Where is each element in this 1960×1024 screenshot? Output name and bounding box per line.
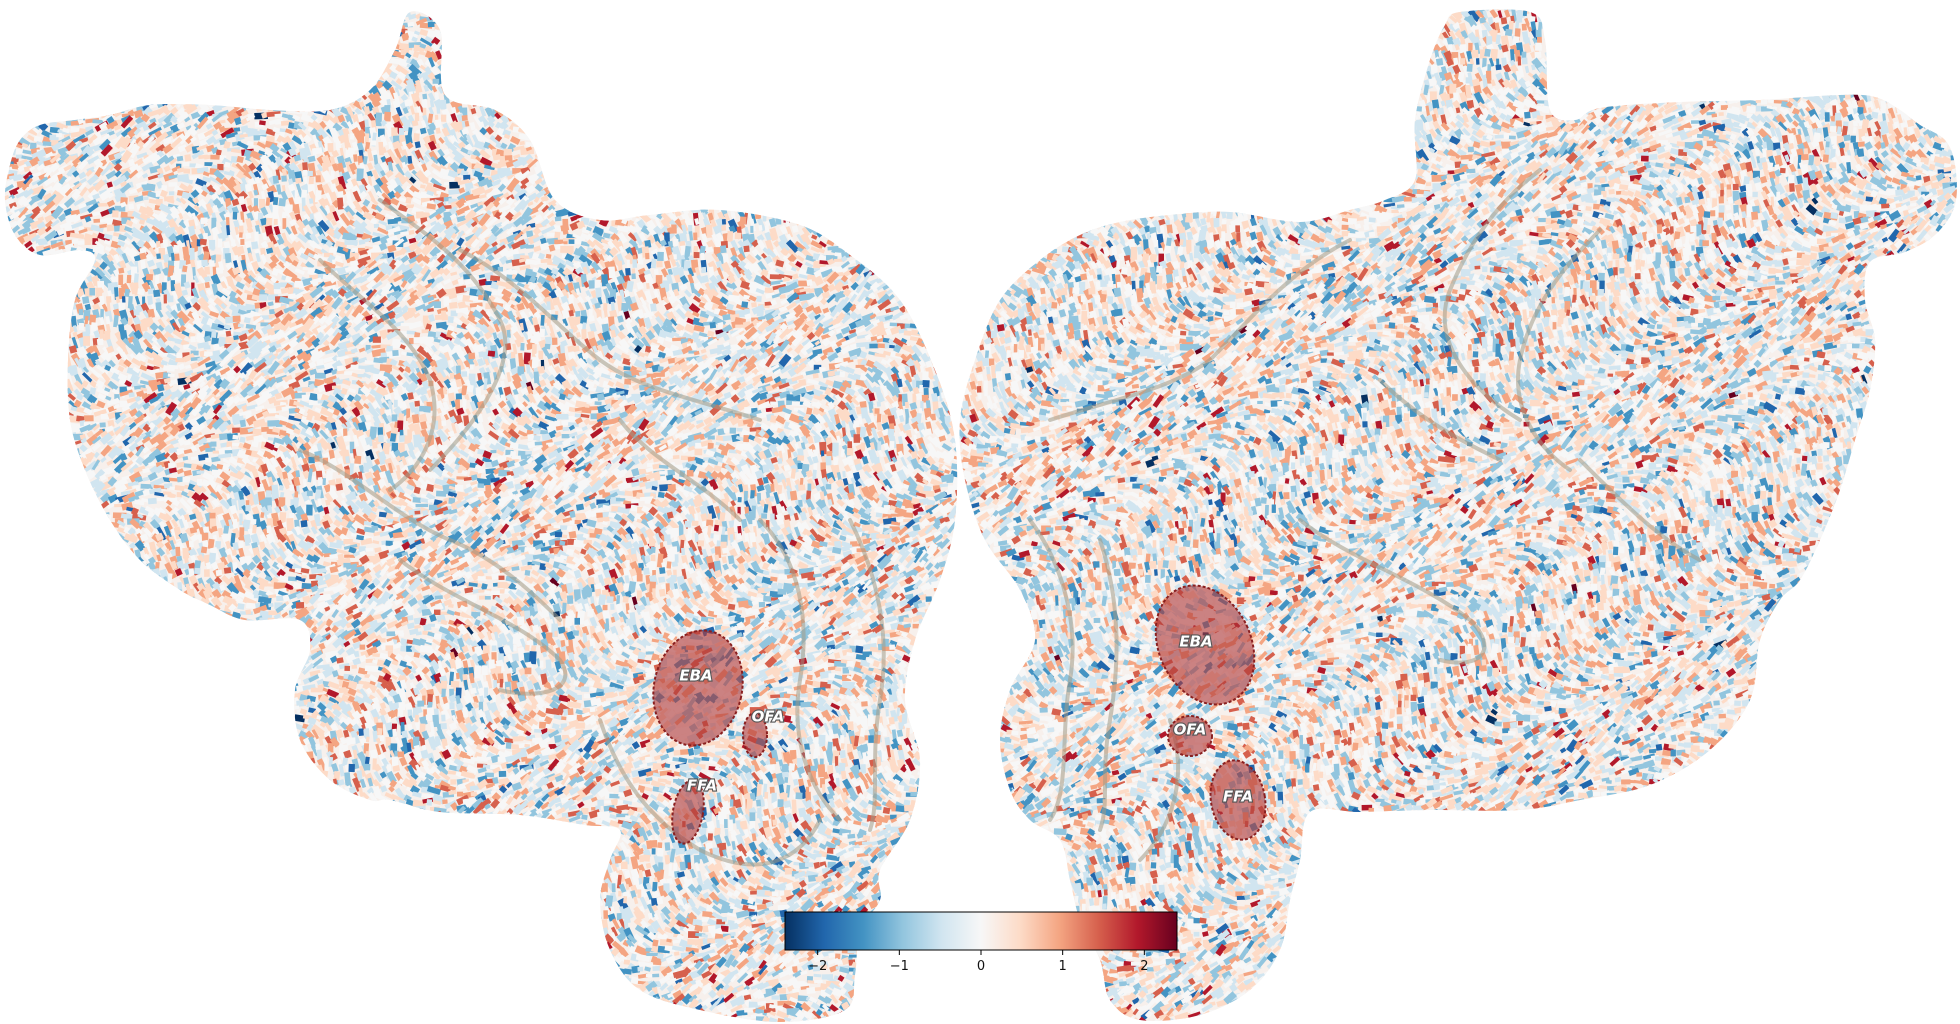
left-roi-label-ffa: FFA (687, 777, 717, 795)
right-roi-label-ffa: FFA (1223, 788, 1253, 806)
colorbar-tick-label: 0 (977, 959, 985, 974)
right-roi-label-eba: EBA (1179, 633, 1212, 651)
left-hemisphere-sulci (298, 198, 886, 867)
left-roi-group: EBA OFA FFA (652, 629, 785, 845)
left-roi-ffa (671, 779, 705, 845)
right-hemisphere: EBA OFA FFA (959, 9, 1957, 1021)
right-hemisphere-sulci (1028, 168, 1702, 862)
left-hemisphere: EBA OFA FFA (4, 11, 958, 1023)
right-roi-ffa (1209, 759, 1267, 841)
colorbar-tick-label: 1 (1059, 959, 1067, 974)
left-roi-label-ofa: OFA (752, 708, 785, 726)
right-roi-ofa (1167, 715, 1213, 757)
colorbar-gradient (784, 911, 1178, 951)
left-roi-ofa (742, 712, 768, 758)
colorbar-tick-label: 2 (1140, 959, 1148, 974)
colorbar-tick-label: −2 (808, 959, 827, 974)
right-roi-label-ofa: OFA (1174, 721, 1207, 739)
colorbar-ticks: −2 −1 0 1 2 (808, 950, 1148, 974)
left-roi-eba (652, 629, 744, 747)
right-roi-group: EBA OFA FFA (1154, 584, 1267, 841)
colorbar: −2 −1 0 1 2 (784, 911, 1178, 974)
colorbar-tick-label: −1 (890, 959, 909, 974)
left-roi-label-eba: EBA (679, 667, 712, 685)
right-roi-eba (1154, 584, 1256, 706)
